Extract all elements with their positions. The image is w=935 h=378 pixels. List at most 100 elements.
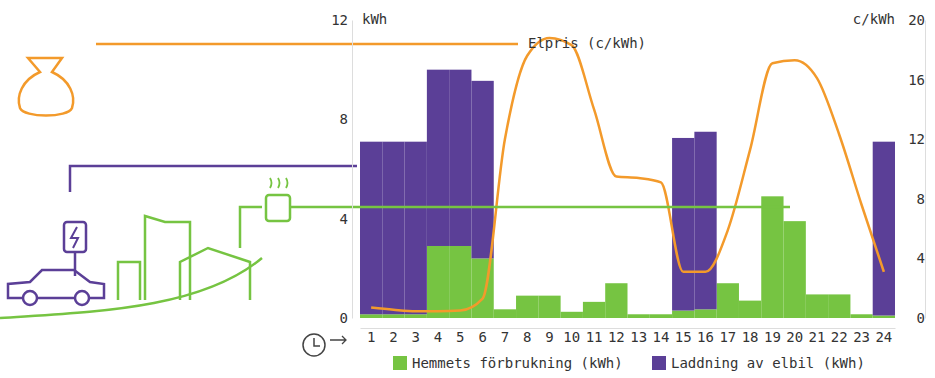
price-connector — [96, 43, 518, 46]
plot-area — [360, 38, 895, 318]
tick-label: 8 — [917, 191, 925, 207]
tick: 24 — [875, 328, 892, 345]
tick-label: 2 — [389, 329, 397, 345]
tick-label: 4 — [340, 211, 348, 227]
charger-icon — [64, 222, 86, 252]
bar — [694, 309, 716, 318]
tick-label: 5 — [456, 329, 464, 345]
axis-line — [352, 21, 353, 319]
tick-label: 8 — [340, 111, 348, 127]
bar — [405, 142, 427, 315]
illustration — [0, 44, 518, 356]
home-connector-line — [290, 206, 790, 209]
bar — [471, 81, 493, 259]
tick-label: 14 — [653, 329, 670, 345]
tick: 23 — [853, 328, 870, 345]
tick-label: 19 — [764, 329, 781, 345]
tick: 2 — [389, 328, 397, 345]
legend: Hemmets förbrukning (kWh)Laddning av elb… — [393, 355, 865, 371]
tick: 8 — [340, 111, 352, 127]
bar — [605, 283, 627, 318]
bar — [806, 294, 828, 295]
tick-label: 16 — [908, 72, 925, 88]
tick-label: 15 — [675, 329, 692, 345]
clock-hands — [314, 338, 320, 346]
bar — [583, 302, 605, 318]
bar — [739, 301, 761, 318]
tick-label: 20 — [786, 329, 803, 345]
y-axis: 04812 — [331, 12, 352, 326]
tick-label: 1 — [367, 329, 375, 345]
axis-line — [925, 21, 926, 319]
bar — [784, 221, 806, 318]
car-wheel — [75, 291, 89, 305]
y-axis-title: kWh — [362, 11, 387, 27]
tick-label: 4 — [917, 250, 925, 266]
bolt-icon — [71, 227, 78, 248]
bar — [761, 196, 783, 318]
tick-label: 8 — [523, 329, 531, 345]
tick: 0 — [917, 310, 925, 326]
tick: 15 — [675, 328, 692, 345]
bar — [538, 296, 560, 318]
x-axis: 123456789101112131415161718192021222324 — [361, 328, 896, 345]
tick: 16 — [697, 328, 714, 345]
tick: 20 — [908, 12, 925, 28]
tick-label: 21 — [809, 329, 826, 345]
bar — [583, 301, 605, 302]
bar — [850, 314, 872, 315]
line-annotation: Elpris (c/kWh) — [528, 35, 646, 51]
tick: 8 — [523, 328, 531, 345]
tick: 3 — [412, 328, 420, 345]
bar — [717, 283, 739, 284]
y2-axis: 0 4 8 12 16 20 — [908, 12, 925, 326]
home-connector — [240, 207, 262, 248]
bar — [694, 132, 716, 310]
bar — [360, 314, 382, 318]
bar — [628, 314, 650, 315]
bar — [672, 311, 694, 318]
bar — [449, 246, 471, 318]
tick: 7 — [501, 328, 509, 345]
bar — [650, 314, 672, 315]
axis-arrow — [330, 336, 346, 344]
bar — [382, 142, 404, 315]
tick-label: 10 — [563, 329, 580, 345]
tick: 12 — [331, 12, 352, 28]
tick-label: 20 — [908, 12, 925, 28]
tick: 16 — [908, 72, 925, 88]
bar — [449, 70, 471, 246]
tick-label: 0 — [917, 310, 925, 326]
price-line — [371, 38, 884, 311]
tick: 9 — [545, 328, 553, 345]
bar-series — [360, 70, 895, 316]
tick: 21 — [809, 328, 826, 345]
legend-label: Hemmets förbrukning (kWh) — [412, 355, 623, 371]
bar — [828, 294, 850, 295]
tick-label: 17 — [719, 329, 736, 345]
bar — [427, 246, 449, 318]
bar — [538, 295, 560, 296]
tick-label: 3 — [412, 329, 420, 345]
heater-icon — [266, 195, 290, 221]
bar — [850, 314, 872, 318]
bar — [516, 296, 538, 318]
bar — [828, 294, 850, 318]
tick: 19 — [764, 328, 781, 345]
tick: 11 — [586, 328, 603, 345]
tick: 12 — [908, 131, 925, 147]
tick-label: 18 — [742, 329, 759, 345]
bar — [761, 196, 783, 197]
tick-label: 23 — [853, 329, 870, 345]
bar — [561, 311, 583, 312]
tick-label: 6 — [478, 329, 486, 345]
bar — [561, 312, 583, 318]
tick-label: 12 — [908, 131, 925, 147]
y2-axis-title: c/kWh — [853, 11, 895, 27]
clock-icon — [303, 334, 325, 356]
tick-label: 12 — [608, 329, 625, 345]
tick-label: 4 — [434, 329, 442, 345]
tick: 12 — [608, 328, 625, 345]
legend-swatch — [393, 356, 407, 370]
tick: 4 — [917, 250, 925, 266]
